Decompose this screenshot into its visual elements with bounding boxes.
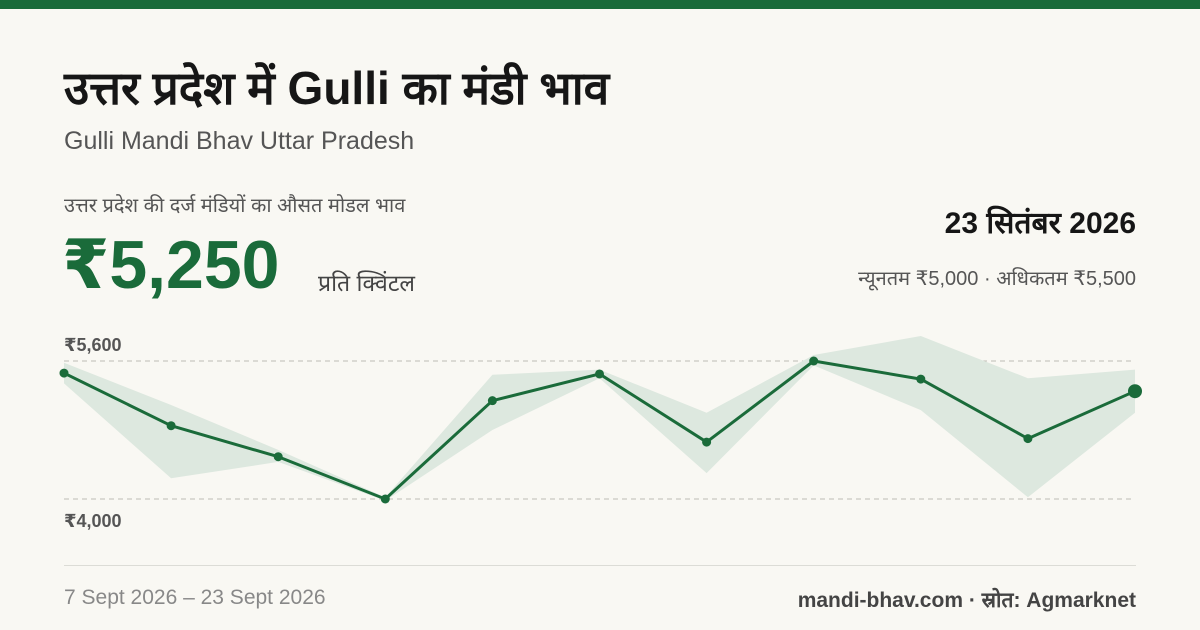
unit: प्रति क्विंटल bbox=[318, 270, 416, 296]
data-point bbox=[380, 494, 390, 504]
data-point bbox=[59, 368, 69, 378]
subtitle: Gulli Mandi Bhav Uttar Pradesh bbox=[64, 127, 415, 155]
separator bbox=[64, 565, 1136, 566]
title: उत्तर प्रदेश में Gulli का मंडी भाव bbox=[64, 62, 610, 114]
price-band bbox=[64, 335, 1135, 501]
average-value: ₹5,250 bbox=[62, 227, 280, 303]
data-point bbox=[702, 437, 712, 447]
data-point bbox=[487, 396, 497, 406]
data-point bbox=[273, 452, 283, 462]
source: mandi-bhav.com · स्रोत: Agmarknet bbox=[797, 589, 1136, 612]
average-label: उत्तर प्रदेश की दर्ज मंडियों का औसत मोडल… bbox=[64, 195, 406, 217]
data-point bbox=[1023, 434, 1033, 444]
price-range: न्यूनतम ₹5,000 · अधिकतम ₹5,500 bbox=[858, 268, 1136, 290]
data-point bbox=[166, 421, 176, 431]
y-tick-label: ₹4,000 bbox=[64, 511, 122, 531]
data-point bbox=[1128, 384, 1142, 399]
data-point bbox=[809, 356, 819, 366]
data-point bbox=[916, 374, 926, 384]
date-range: 7 Sept 2026 – 23 Sept 2026 bbox=[64, 586, 326, 609]
date: 23 सितंबर 2026 bbox=[944, 207, 1136, 240]
top-bar bbox=[0, 0, 1200, 9]
y-tick-label: ₹5,600 bbox=[64, 335, 122, 355]
data-point bbox=[595, 369, 604, 379]
